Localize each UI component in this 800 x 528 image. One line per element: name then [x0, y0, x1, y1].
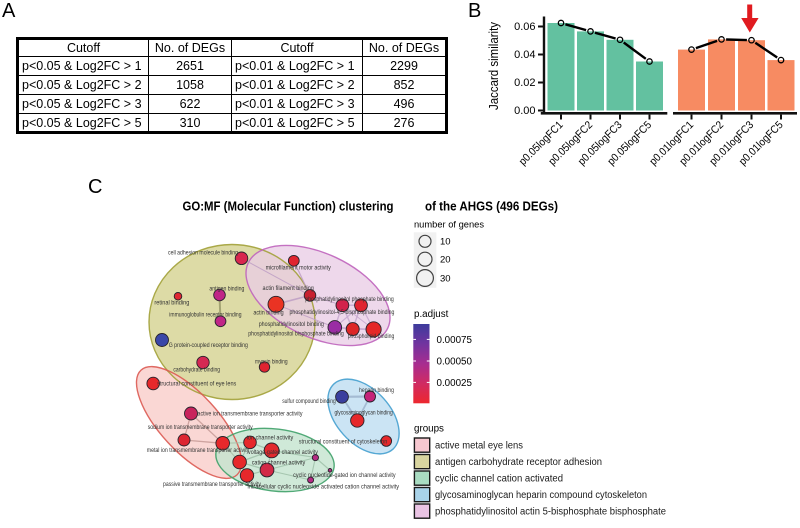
svg-text:structural constituent of cyto: structural constituent of cytoskeleton	[299, 439, 388, 446]
svg-text:20: 20	[440, 255, 451, 266]
svg-text:0.00050: 0.00050	[437, 357, 473, 368]
svg-text:0.04: 0.04	[514, 49, 535, 61]
svg-text:0.00075: 0.00075	[437, 335, 473, 346]
svg-text:of the AHGS (496 DEGs): of the AHGS (496 DEGs)	[425, 199, 558, 214]
svg-text:cyclic channel cation activate: cyclic channel cation activated	[435, 473, 563, 484]
svg-text:actin filament binding: actin filament binding	[263, 285, 315, 292]
svg-text:voltage-gated channel activity: voltage-gated channel activity	[248, 449, 319, 456]
svg-text:intracellular cyclic nucleosid: intracellular cyclic nucleoside activate…	[248, 484, 400, 491]
svg-text:groups: groups	[414, 424, 444, 435]
svg-text:Jaccard similarity: Jaccard similarity	[487, 21, 501, 110]
svg-text:microfilament motor activity: microfilament motor activity	[266, 265, 332, 272]
svg-text:0.02: 0.02	[514, 77, 535, 89]
svg-text:glycosaminoglycan heparin comp: glycosaminoglycan heparin compound cytos…	[435, 490, 647, 501]
svg-text:sulfur compound binding: sulfur compound binding	[282, 398, 336, 405]
svg-text:passive transmembrane transpor: passive transmembrane transporter activi…	[163, 481, 262, 488]
svg-text:immunoglobulin receptor bindin: immunoglobulin receptor binding	[169, 312, 242, 319]
svg-text:number of genes: number of genes	[414, 220, 484, 230]
svg-text:carbohydrate binding: carbohydrate binding	[173, 367, 220, 374]
svg-text:heparin binding: heparin binding	[359, 387, 394, 394]
svg-text:phosphatidylinositol binding: phosphatidylinositol binding	[259, 321, 325, 328]
svg-text:myosin binding: myosin binding	[255, 359, 288, 366]
svg-text:p.adjust: p.adjust	[414, 309, 449, 320]
svg-text:active ion transmembrane trans: active ion transmembrane transporter act…	[198, 411, 304, 418]
svg-text:active metal eye lens: active metal eye lens	[435, 440, 523, 451]
svg-text:antigen binding: antigen binding	[209, 285, 244, 292]
svg-text:phosphatidylinositol phosphate: phosphatidylinositol phosphate binding	[305, 296, 394, 303]
svg-text:cell adhesion molecule binding: cell adhesion molecule binding	[168, 250, 238, 257]
svg-text:phosphatidylinositol bisphosph: phosphatidylinositol bisphosphate bindin…	[248, 330, 344, 337]
svg-text:0.00025: 0.00025	[437, 378, 473, 389]
svg-text:metal ion transmembrane transp: metal ion transmembrane transporter acti…	[147, 447, 250, 454]
svg-text:actin binding: actin binding	[253, 310, 284, 317]
svg-text:phosphatidylinositol-4,5-bisph: phosphatidylinositol-4,5-bisphosphate bi…	[290, 309, 395, 316]
svg-text:cation channel activity: cation channel activity	[252, 460, 306, 467]
svg-text:0.00: 0.00	[514, 105, 535, 117]
svg-text:phospholipid binding: phospholipid binding	[348, 333, 395, 340]
svg-text:glycosaminoglycan binding: glycosaminoglycan binding	[335, 410, 394, 417]
svg-text:0.06: 0.06	[514, 21, 535, 33]
svg-text:antigen carbohydrate receptor: antigen carbohydrate receptor adhesion	[435, 457, 602, 468]
svg-text:sodium ion transmembrane trans: sodium ion transmembrane transporter act…	[148, 424, 254, 431]
svg-text:ion channel activity: ion channel activity	[247, 435, 294, 442]
svg-text:G protein-coupled receptor bin: G protein-coupled receptor binding	[169, 342, 249, 349]
svg-text:30: 30	[440, 273, 451, 284]
svg-text:retinal binding: retinal binding	[154, 300, 189, 307]
svg-text:10: 10	[440, 237, 451, 248]
svg-text:phosphatidylinositol actin 5-b: phosphatidylinositol actin 5-bisphosphat…	[435, 506, 666, 517]
svg-text:structural constituent of eye: structural constituent of eye lens	[157, 381, 236, 388]
svg-text:GO:MF (Molecular Function) clu: GO:MF (Molecular Function) clustering	[183, 199, 394, 214]
svg-text:cyclic nucleotide-gated ion ch: cyclic nucleotide-gated ion channel acti…	[293, 472, 396, 479]
